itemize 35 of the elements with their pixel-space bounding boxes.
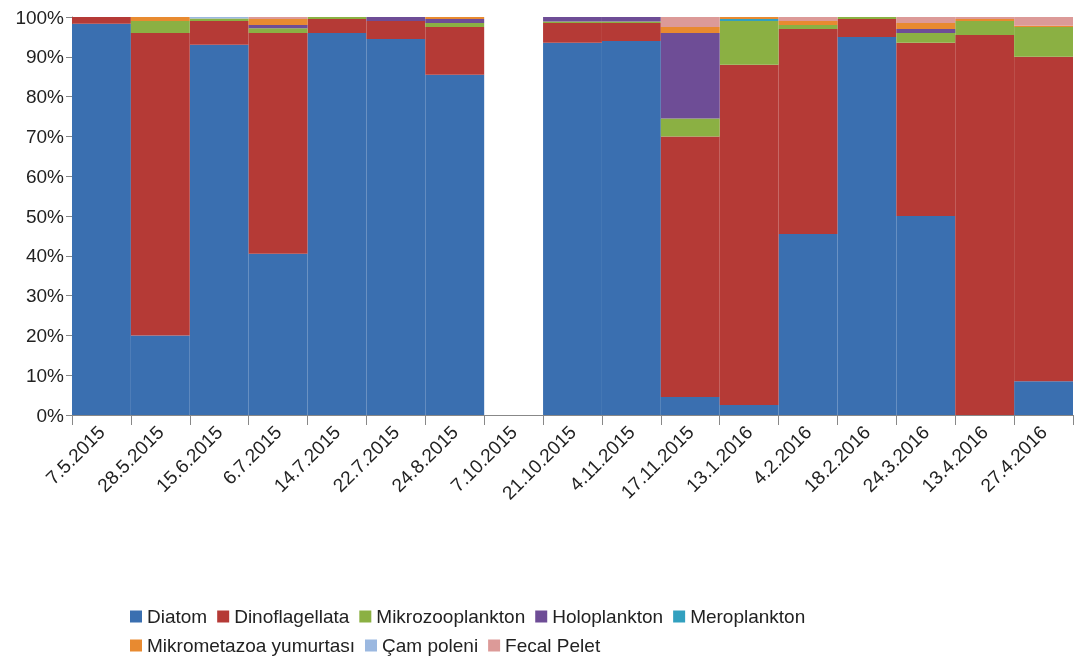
bar xyxy=(248,24,308,29)
bar xyxy=(660,17,720,27)
bar xyxy=(778,17,838,21)
bar xyxy=(130,17,190,21)
y-tick-label: 0% xyxy=(36,404,65,426)
bar xyxy=(72,17,131,24)
legend-label: Diatom xyxy=(147,606,208,627)
bar xyxy=(425,22,485,27)
y-tick-label: 60% xyxy=(25,165,65,187)
legend-label: Meroplankton xyxy=(690,606,806,627)
y-tick-label: 40% xyxy=(25,245,65,267)
legend-label: Fecal Pelet xyxy=(505,635,601,656)
bar xyxy=(248,28,308,33)
y-tick-label: 100% xyxy=(15,6,65,28)
bar xyxy=(130,20,190,33)
y-tick-label: 20% xyxy=(25,324,65,346)
legend-label: Dinoflagellata xyxy=(234,606,350,627)
y-tick-label: 90% xyxy=(25,46,65,68)
bar xyxy=(778,20,838,25)
y-tick-label: 30% xyxy=(25,285,65,307)
y-tick-label: 10% xyxy=(25,364,65,386)
bar xyxy=(660,26,720,33)
bar xyxy=(660,118,720,137)
bar xyxy=(248,18,308,25)
bar xyxy=(896,28,956,33)
bar xyxy=(1014,381,1073,415)
y-tick-label: 70% xyxy=(25,125,65,147)
bar xyxy=(896,22,956,29)
legend-label: Mikrozooplankton xyxy=(376,606,526,627)
y-tick-label: 80% xyxy=(25,86,65,108)
legend-label: Mikrometazoa yumurtası xyxy=(147,635,356,656)
bar xyxy=(660,32,720,119)
y-tick-label: 50% xyxy=(25,205,65,227)
legend-label: Çam poleni xyxy=(382,635,479,656)
legend-label: Holoplankton xyxy=(552,606,664,627)
